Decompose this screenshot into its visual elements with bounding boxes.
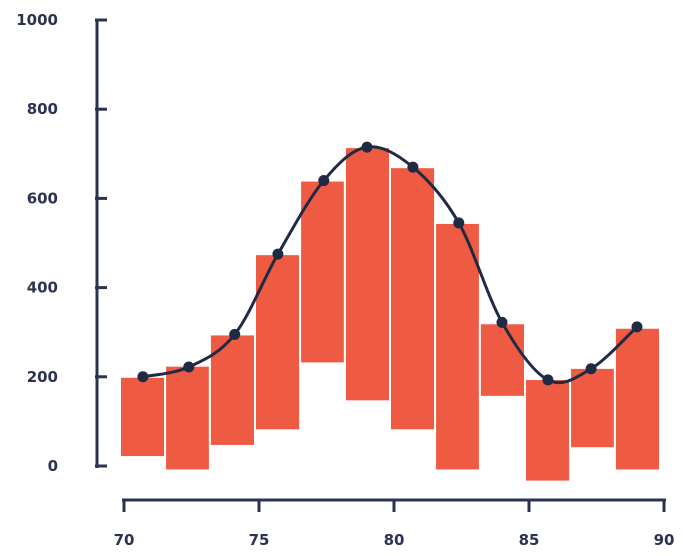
y-tick-label-400: 400	[27, 279, 58, 297]
x-tick-label-75: 75	[249, 531, 270, 549]
bar-2	[164, 364, 211, 472]
bar-4	[254, 253, 302, 432]
y-tick-label-1000: 1000	[16, 11, 58, 29]
bar-8	[434, 221, 481, 472]
bar-9	[478, 322, 527, 398]
point-10	[542, 374, 554, 386]
y-tick-label-0: 0	[48, 457, 58, 475]
bar-12	[613, 326, 661, 472]
point-11	[585, 363, 597, 375]
x-tick-label-80: 80	[384, 531, 405, 549]
y-tick-label-600: 600	[27, 189, 58, 207]
bar-11	[569, 366, 616, 450]
bar-7	[389, 166, 437, 432]
x-axis: 70 75 80 85 90	[114, 498, 675, 549]
x-tick-label-70: 70	[114, 531, 135, 549]
point-8	[453, 217, 465, 229]
bar-6	[343, 146, 392, 403]
point-7	[407, 161, 419, 173]
point-2	[183, 361, 195, 373]
bar-10	[524, 378, 572, 483]
x-tick-label-85: 85	[519, 531, 540, 549]
x-tick-label-90: 90	[654, 531, 675, 549]
y-tick-label-200: 200	[27, 368, 58, 386]
point-1	[137, 371, 149, 383]
point-4	[272, 248, 284, 260]
point-5	[318, 175, 330, 187]
y-axis: 0 200 400 600 800 1000	[16, 11, 107, 475]
point-9	[496, 316, 508, 328]
bar-5	[299, 179, 346, 365]
bar-1	[119, 375, 167, 459]
y-tick-label-800: 800	[27, 100, 58, 118]
point-3	[229, 328, 241, 340]
points-group	[137, 141, 643, 386]
point-6	[361, 141, 373, 153]
bars-group	[119, 146, 661, 483]
point-12	[631, 321, 643, 333]
